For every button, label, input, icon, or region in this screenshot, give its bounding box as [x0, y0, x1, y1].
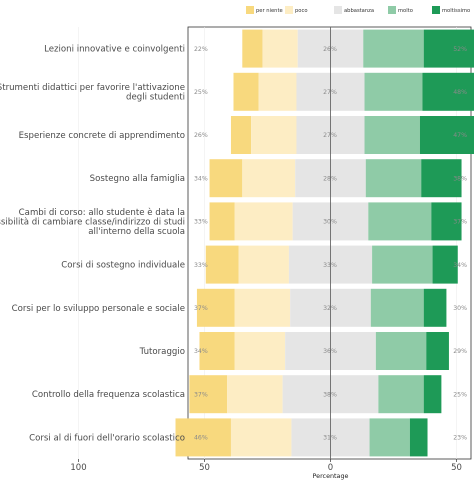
bar-moltissimo-7 — [426, 332, 449, 370]
bar-per-niente-6 — [196, 288, 235, 327]
category-label-1: Strumenti didattici per favorire l'attiv… — [0, 83, 185, 103]
category-label-9: Corsi al di fuori dell'orario scolastico — [29, 433, 185, 443]
right-pct-label-5: 34% — [453, 262, 467, 269]
bar-per-niente-0 — [242, 29, 263, 68]
bar-molto-2 — [364, 116, 420, 154]
category-label-7: Tutoraggio — [139, 347, 185, 357]
bar-moltissimo-6 — [423, 288, 447, 327]
right-pct-label-6: 30% — [453, 305, 467, 312]
bar-molto-4 — [368, 202, 432, 241]
right-pct-label-9: 23% — [453, 435, 467, 442]
left-pct-label-9: 46% — [194, 435, 208, 442]
bar-per-niente-8 — [189, 375, 228, 414]
center-pct-label-5: 33% — [323, 262, 337, 269]
right-pct-label-1: 48% — [453, 89, 467, 96]
right-pct-label-2: 47% — [453, 132, 467, 139]
bar-poco-9 — [230, 418, 292, 457]
left-pct-label-0: 22% — [194, 46, 208, 53]
bar-molto-6 — [370, 288, 424, 327]
bar-moltissimo-3 — [421, 159, 462, 198]
bar-poco-2 — [251, 116, 297, 154]
left-pct-label-4: 33% — [194, 219, 208, 226]
bar-moltissimo-4 — [431, 202, 462, 241]
x-tick-label-2: 0 — [328, 463, 333, 473]
bar-molto-1 — [364, 72, 423, 111]
bar-moltissimo-2 — [419, 116, 474, 154]
x-axis-title: Percentage — [313, 472, 349, 480]
center-pct-label-9: 31% — [323, 435, 337, 442]
bar-per-niente-3 — [209, 159, 243, 198]
right-pct-label-0: 52% — [453, 46, 467, 53]
right-pct-label-4: 37% — [453, 219, 467, 226]
left-pct-label-3: 34% — [194, 175, 208, 182]
right-pct-label-7: 29% — [453, 348, 467, 355]
legend-label-per-niente: per niente — [256, 8, 283, 14]
legend-label-abbastanza: abbastanza — [344, 8, 374, 14]
bar-moltissimo-8 — [423, 375, 442, 414]
bar-molto-3 — [365, 159, 422, 198]
x-tick-label-1: 50 — [199, 463, 210, 473]
center-pct-label-2: 27% — [323, 132, 337, 139]
center-pct-label-7: 36% — [323, 348, 337, 355]
bar-poco-0 — [262, 29, 298, 68]
legend-swatch-moltissimo — [432, 6, 440, 14]
left-pct-label-6: 37% — [194, 305, 208, 312]
bar-poco-3 — [242, 159, 296, 198]
bar-poco-4 — [234, 202, 293, 241]
legend-swatch-abbastanza — [334, 6, 342, 14]
bar-poco-7 — [234, 332, 286, 370]
legend-swatch-molto — [388, 6, 396, 14]
left-pct-label-7: 34% — [194, 348, 208, 355]
bar-molto-0 — [363, 29, 424, 68]
bar-per-niente-4 — [209, 202, 235, 241]
category-label-4: Cambi di corso: allo studente è data la p… — [0, 207, 185, 237]
legend-label-molto: molto — [398, 8, 413, 14]
category-label-2: Esperienze concrete di apprendimento — [19, 131, 185, 141]
bar-molto-5 — [372, 245, 433, 284]
bar-moltissimo-1 — [422, 72, 474, 111]
left-pct-label-8: 37% — [194, 391, 208, 398]
center-pct-label-4: 30% — [323, 219, 337, 226]
category-label-0: Lezioni innovative e coinvolgenti — [44, 45, 185, 55]
x-tick-label-0: 100 — [70, 463, 86, 473]
bar-moltissimo-5 — [432, 245, 458, 284]
bar-per-niente-5 — [205, 245, 239, 284]
center-pct-label-8: 38% — [323, 391, 337, 398]
bar-poco-1 — [258, 72, 297, 111]
category-label-3: Sostegno alla famiglia — [90, 174, 185, 184]
bar-poco-8 — [227, 375, 283, 414]
bar-poco-6 — [234, 288, 291, 327]
bar-per-niente-1 — [233, 72, 259, 111]
category-label-6: Corsi per lo sviluppo personale e social… — [12, 304, 185, 314]
x-tick-label-3: 50 — [451, 463, 462, 473]
right-pct-label-3: 38% — [453, 175, 467, 182]
bar-per-niente-2 — [230, 116, 252, 154]
center-pct-label-1: 27% — [323, 89, 337, 96]
center-pct-label-3: 28% — [323, 175, 337, 182]
plot-frame — [187, 26, 472, 460]
bar-poco-5 — [238, 245, 289, 284]
category-label-8: Controllo della frequenza scolastica — [32, 390, 185, 400]
left-pct-label-2: 26% — [194, 132, 208, 139]
legend-swatch-per-niente — [246, 6, 254, 14]
legend-swatch-poco — [285, 6, 293, 14]
left-pct-label-5: 33% — [194, 262, 208, 269]
bar-molto-9 — [369, 418, 410, 457]
center-pct-label-0: 26% — [323, 46, 337, 53]
bar-per-niente-7 — [199, 332, 235, 370]
bar-molto-7 — [375, 332, 427, 370]
bar-molto-8 — [378, 375, 424, 414]
legend-label-poco: poco — [295, 8, 308, 14]
right-pct-label-8: 25% — [453, 391, 467, 398]
center-pct-label-6: 32% — [323, 305, 337, 312]
legend-label-moltissimo: moltissimo — [442, 8, 470, 14]
bar-moltissimo-0 — [423, 29, 474, 68]
bar-per-niente-9 — [175, 418, 231, 457]
left-pct-label-1: 25% — [194, 89, 208, 96]
bar-moltissimo-9 — [409, 418, 428, 457]
category-label-5: Corsi di sostegno individuale — [61, 261, 185, 271]
